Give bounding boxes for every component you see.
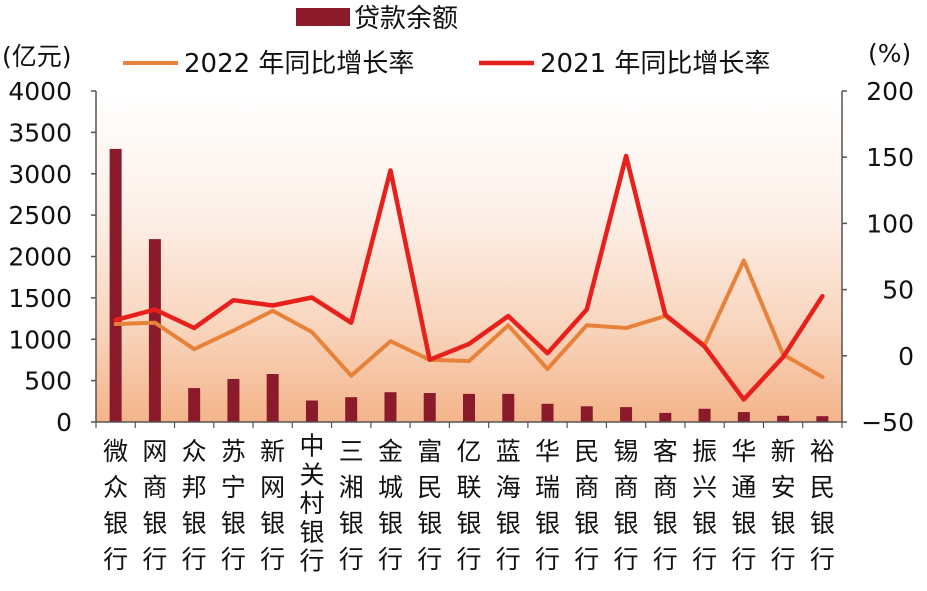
growth-lines [113, 153, 825, 402]
bar-18 [816, 416, 829, 422]
bar-10 [502, 393, 515, 422]
line-series-1 [113, 153, 825, 402]
category-label-18: 裕民银行 [810, 437, 835, 574]
bar-4 [266, 374, 279, 422]
legend-label-2022: 2022 年同比增长率 [184, 49, 414, 79]
category-label-1: 网商银行 [142, 437, 167, 574]
category-label-7: 金城银行 [378, 437, 403, 574]
bar-13 [620, 407, 633, 422]
bar-12 [580, 406, 593, 422]
right-tick-label-3: 100 [866, 209, 914, 238]
legend: 贷款余额 2022 年同比增长率 2021 年同比增长率 [123, 4, 770, 79]
loan-balance-bars [109, 148, 829, 423]
bar-3 [227, 378, 240, 422]
left-axis-unit: (亿元) [2, 42, 72, 71]
category-label-6: 三湘银行 [339, 437, 364, 574]
legend-swatch-loan [296, 8, 350, 26]
right-tick-label-2: 50 [882, 276, 914, 305]
left-tick-label-8: 4000 [8, 77, 72, 106]
legend-label-2021: 2021 年同比增长率 [540, 49, 770, 79]
category-label-16: 华通银行 [731, 437, 756, 574]
bar-17 [777, 415, 790, 422]
left-tick-label-6: 3000 [8, 160, 72, 189]
category-label-17: 新安银行 [771, 437, 796, 574]
bar-0 [109, 148, 122, 423]
category-label-15: 振兴银行 [692, 437, 717, 574]
bar-5 [305, 400, 318, 422]
right-tick-label-0: −50 [861, 408, 914, 437]
left-tick-label-1: 500 [24, 367, 72, 396]
bar-7 [384, 392, 397, 422]
left-tick-label-7: 3500 [8, 118, 72, 147]
category-label-13: 锡商银行 [614, 437, 639, 574]
left-tick-label-4: 2000 [8, 243, 72, 272]
category-label-11: 华瑞银行 [535, 437, 560, 574]
bar-11 [541, 403, 554, 422]
plot-area [96, 91, 842, 422]
axes: 0 500 1000 1500 2000 2500 3000 3500 4000 −50 0 50 10… [2, 39, 914, 576]
category-label-9: 亿联银行 [456, 437, 481, 574]
category-label-3: 苏宁银行 [221, 437, 246, 574]
category-label-12: 民商银行 [574, 437, 599, 574]
left-tick-label-0: 0 [56, 408, 72, 437]
right-tick-label-1: 0 [898, 342, 914, 371]
category-label-10: 蓝海银行 [496, 437, 521, 574]
category-label-14: 客商银行 [653, 437, 678, 574]
right-tick-label-4: 150 [866, 143, 914, 172]
left-tick-label-5: 2500 [8, 201, 72, 230]
category-label-5: 中关村银行 [299, 432, 324, 576]
left-tick-label-3: 1500 [8, 284, 72, 313]
category-label-8: 富民银行 [417, 437, 442, 574]
right-tick-label-5: 200 [866, 77, 914, 106]
bar-2 [188, 388, 201, 422]
category-label-0: 微众银行 [103, 437, 128, 574]
bar-15 [698, 408, 711, 422]
category-label-4: 新网银行 [260, 437, 285, 574]
bar-9 [463, 393, 475, 422]
legend-label-loan: 贷款余额 [354, 4, 458, 34]
bar-6 [345, 397, 358, 422]
category-label-2: 众邦银行 [182, 437, 207, 574]
right-axis-unit: (%) [868, 39, 911, 68]
bar-8 [423, 393, 436, 422]
bar-14 [659, 412, 672, 422]
bar-1 [148, 239, 161, 422]
left-tick-label-2: 1000 [8, 325, 72, 354]
bar-16 [737, 412, 750, 422]
